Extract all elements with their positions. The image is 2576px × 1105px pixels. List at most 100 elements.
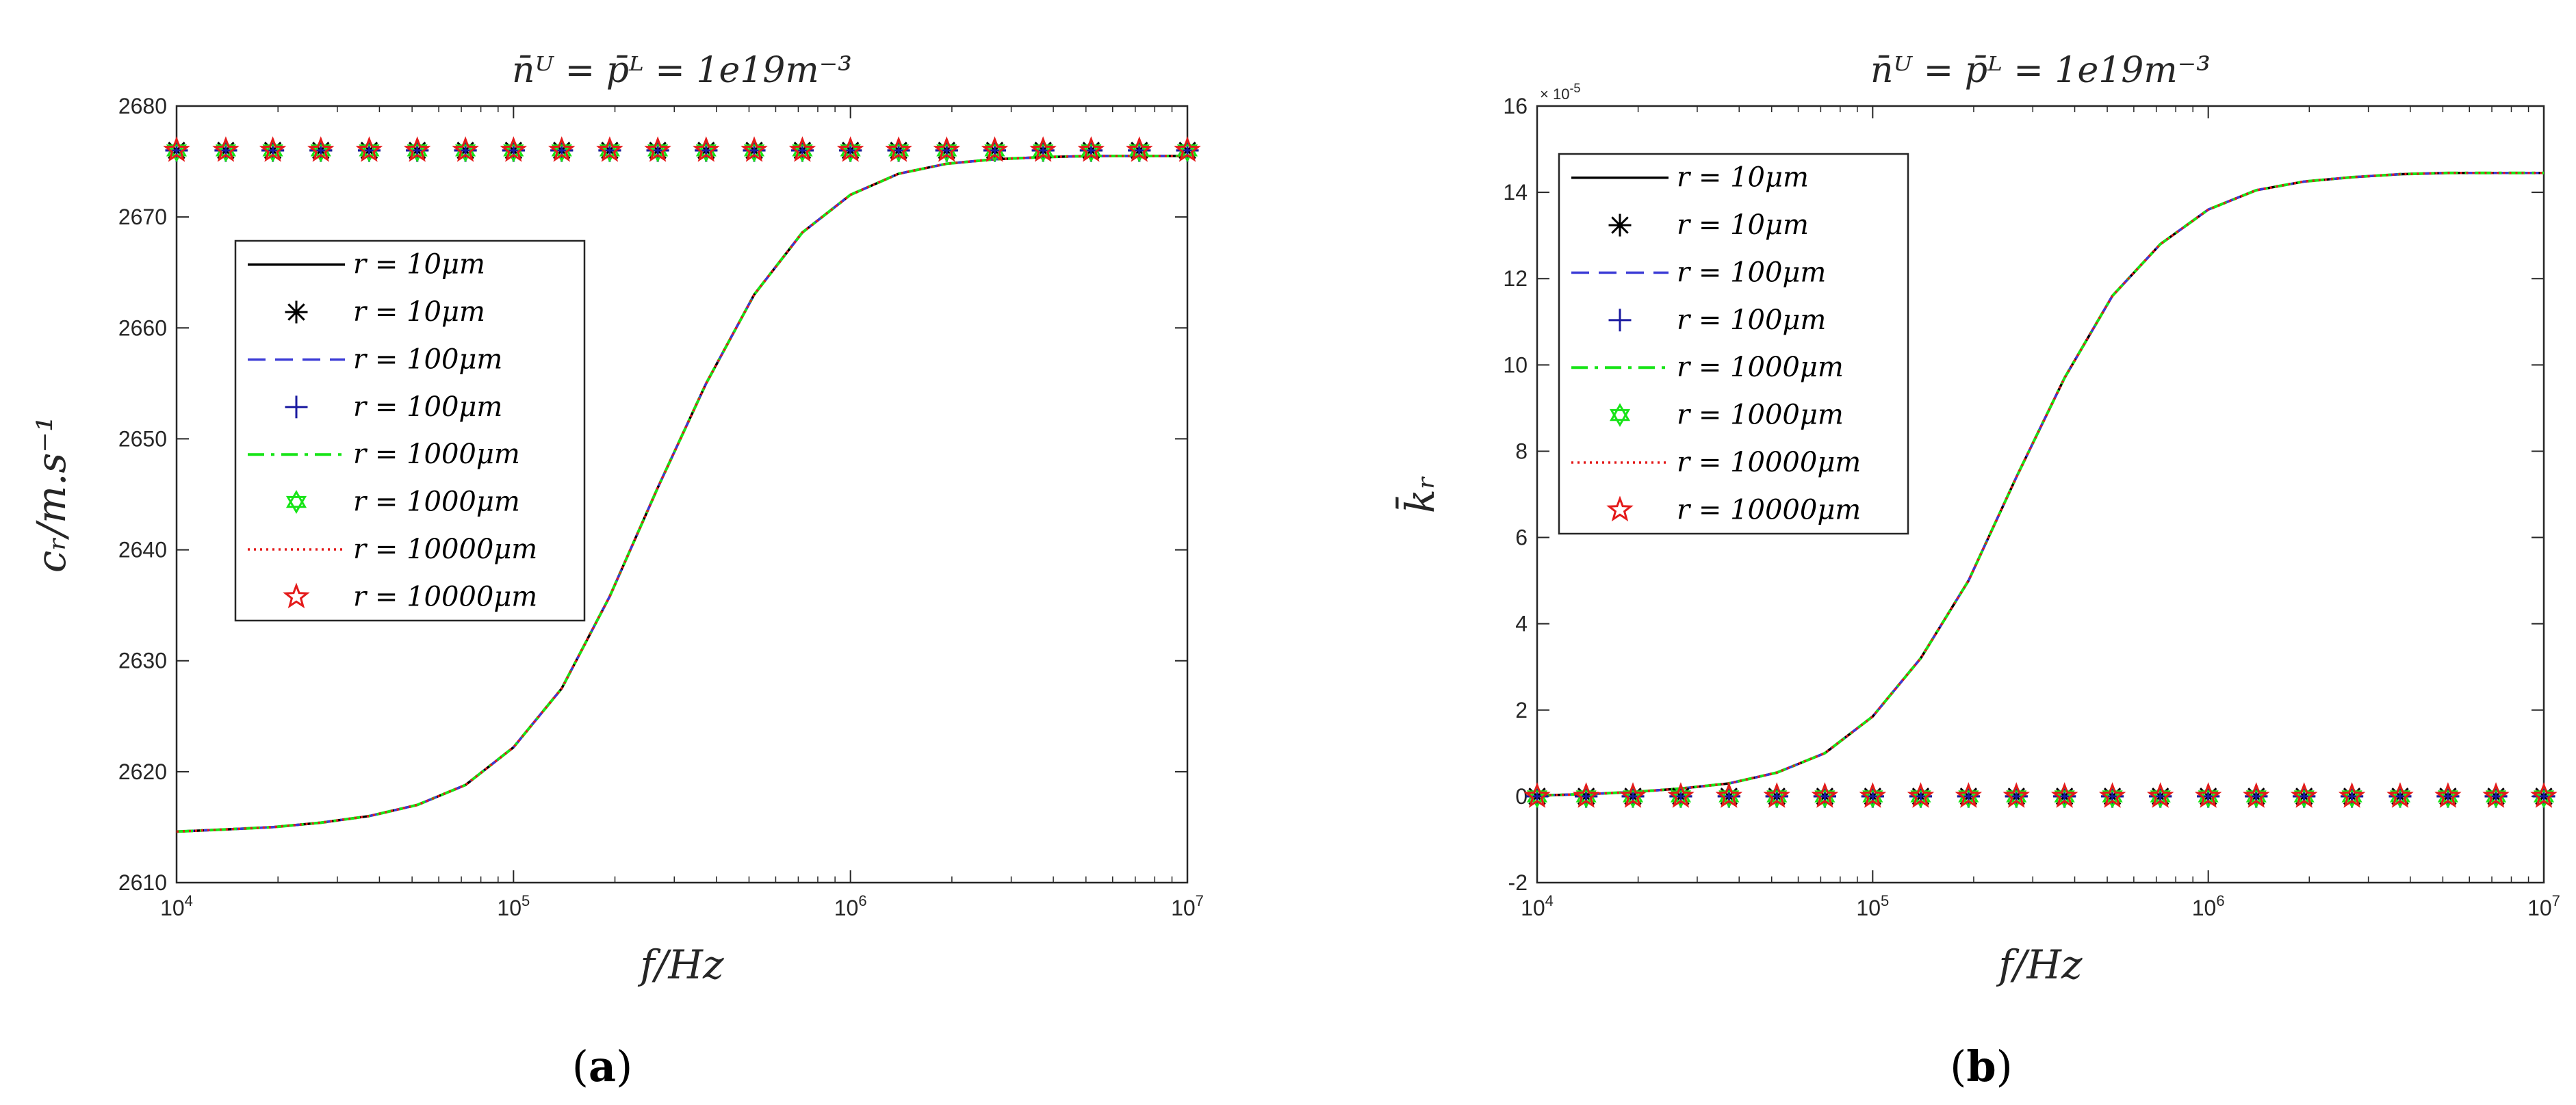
y-tick-label: 2 (1515, 698, 1528, 723)
marker-stroke (1619, 782, 1647, 808)
marker-pentagram-marker (596, 136, 623, 162)
marker-stroke (1606, 495, 1634, 522)
marker-pentagram-marker (283, 582, 310, 609)
marker-pentagram-marker (2434, 782, 2462, 808)
marker-stroke (1174, 136, 1201, 162)
marker-pentagram-marker (1859, 782, 1887, 808)
legend-box (1558, 153, 1909, 535)
marker-pentagram-marker (1955, 782, 1983, 808)
marker-stroke (1029, 136, 1057, 162)
x-tick-label: 105 (497, 892, 530, 920)
marker-pentagram-marker (1029, 136, 1057, 162)
marker-pentagram-marker (933, 136, 961, 162)
marker-pentagram-marker (1811, 782, 1839, 808)
marker-stroke (1715, 782, 1743, 808)
marker-stroke (2482, 782, 2510, 808)
chart-panel-a: n̄ᵁ = p̄ᴸ = 1e19m⁻³ 2610 2620 2630 2640 2650 2… (28, 50, 1204, 988)
marker-pentagram-marker (1125, 136, 1153, 162)
marker-stroke (693, 136, 720, 162)
series-line (1536, 171, 2544, 797)
legend-entry-label: r = 100μm (1677, 304, 1826, 336)
marker-stroke (2338, 782, 2366, 808)
x-tick-label: 107 (2527, 892, 2560, 920)
marker-stroke (2194, 782, 2222, 808)
legend-entry-label: r = 10μm (353, 296, 485, 328)
x-tick-label: 106 (834, 892, 867, 920)
legend-entry-label: r = 1000μm (1677, 400, 1844, 431)
marker-stroke (259, 136, 287, 162)
y-tick-label: 8 (1515, 439, 1528, 463)
marker-hexagram-marker (1609, 403, 1631, 427)
legend-entry-label: r = 10000μm (1677, 447, 1861, 478)
y-tick-label: 6 (1515, 525, 1528, 550)
marker-pentagram-marker (644, 136, 671, 162)
marker-pentagram-marker (2482, 782, 2510, 808)
caption-a-letter: a (589, 1041, 616, 1091)
legend-entry-label: r = 10000μm (353, 581, 537, 612)
marker-stroke (1955, 782, 1983, 808)
marker-pentagram-marker (2338, 782, 2366, 808)
marker-stroke (452, 136, 479, 162)
marker-pentagram-marker (1606, 495, 1634, 522)
marker-stroke (1859, 782, 1887, 808)
marker-stroke (285, 490, 307, 508)
marker-stroke (2290, 782, 2318, 808)
y-tick-label: -2 (1508, 870, 1528, 895)
y-axis-label: cᵣ/m.s⁻¹ (28, 416, 75, 573)
marker-pentagram-marker (403, 136, 431, 162)
marker-pentagram-marker (788, 136, 816, 162)
x-tick-label: 105 (1856, 892, 1889, 920)
marker-stroke (644, 136, 671, 162)
legend-entry-label: r = 100μm (1677, 257, 1826, 288)
legend-entry-label: r = 10000μm (353, 534, 537, 565)
marker-stroke (2386, 782, 2414, 808)
caption-b: (b) (1950, 1041, 2013, 1091)
marker-pentagram-marker (1907, 782, 1935, 808)
marker-stroke (885, 136, 912, 162)
marker-stroke (2002, 782, 2031, 808)
marker-stroke (1523, 782, 1551, 808)
marker-pentagram-marker (1077, 136, 1105, 162)
marker-stroke (403, 136, 431, 162)
series-line (176, 155, 1187, 833)
marker-pentagram-marker (740, 136, 768, 162)
y-tick-label: 10 (1503, 352, 1528, 377)
marker-stroke (1611, 216, 1629, 234)
marker-stroke (1763, 782, 1791, 808)
legend-entry-label: r = 10μm (1677, 209, 1809, 241)
marker-pentagram-marker (548, 136, 576, 162)
chart-title: n̄ᵁ = p̄ᴸ = 1e19m⁻³ (1870, 50, 2211, 91)
y-tick-label: 2660 (118, 315, 167, 340)
caption-b-letter: b (1966, 1041, 1996, 1091)
marker-pentagram-marker (836, 136, 864, 162)
y-tick-label: 16 (1503, 94, 1528, 118)
marker-pentagram-marker (452, 136, 479, 162)
marker-stroke (285, 495, 307, 514)
marker-pentagram-marker (163, 136, 190, 162)
marker-pentagram-marker (1763, 782, 1791, 808)
marker-stroke (1125, 136, 1153, 162)
marker-stroke (2098, 782, 2126, 808)
marker-stroke (1609, 408, 1631, 427)
marker-stroke (596, 136, 623, 162)
marker-pentagram-marker (2194, 782, 2222, 808)
marker-pentagram-marker (355, 136, 383, 162)
marker-pentagram-marker (2290, 782, 2318, 808)
marker-stroke (740, 136, 768, 162)
y-tick-label: 12 (1503, 266, 1528, 291)
marker-pentagram-marker (2002, 782, 2031, 808)
x-tick-label: 104 (1521, 892, 1554, 920)
marker-pentagram-marker (259, 136, 287, 162)
y-tick-label: 4 (1515, 612, 1528, 636)
marker-pentagram-marker (500, 136, 528, 162)
y-tick-label: 2620 (118, 759, 167, 784)
legend-entry-label: r = 1000μm (1677, 352, 1844, 383)
marker-stroke (2146, 782, 2174, 808)
marker-pentagram-marker (307, 136, 335, 162)
marker-pentagram-marker (885, 136, 912, 162)
marker-stroke (1077, 136, 1105, 162)
marker-stroke (2434, 782, 2462, 808)
marker-stroke (355, 136, 383, 162)
marker-pentagram-marker (1715, 782, 1743, 808)
